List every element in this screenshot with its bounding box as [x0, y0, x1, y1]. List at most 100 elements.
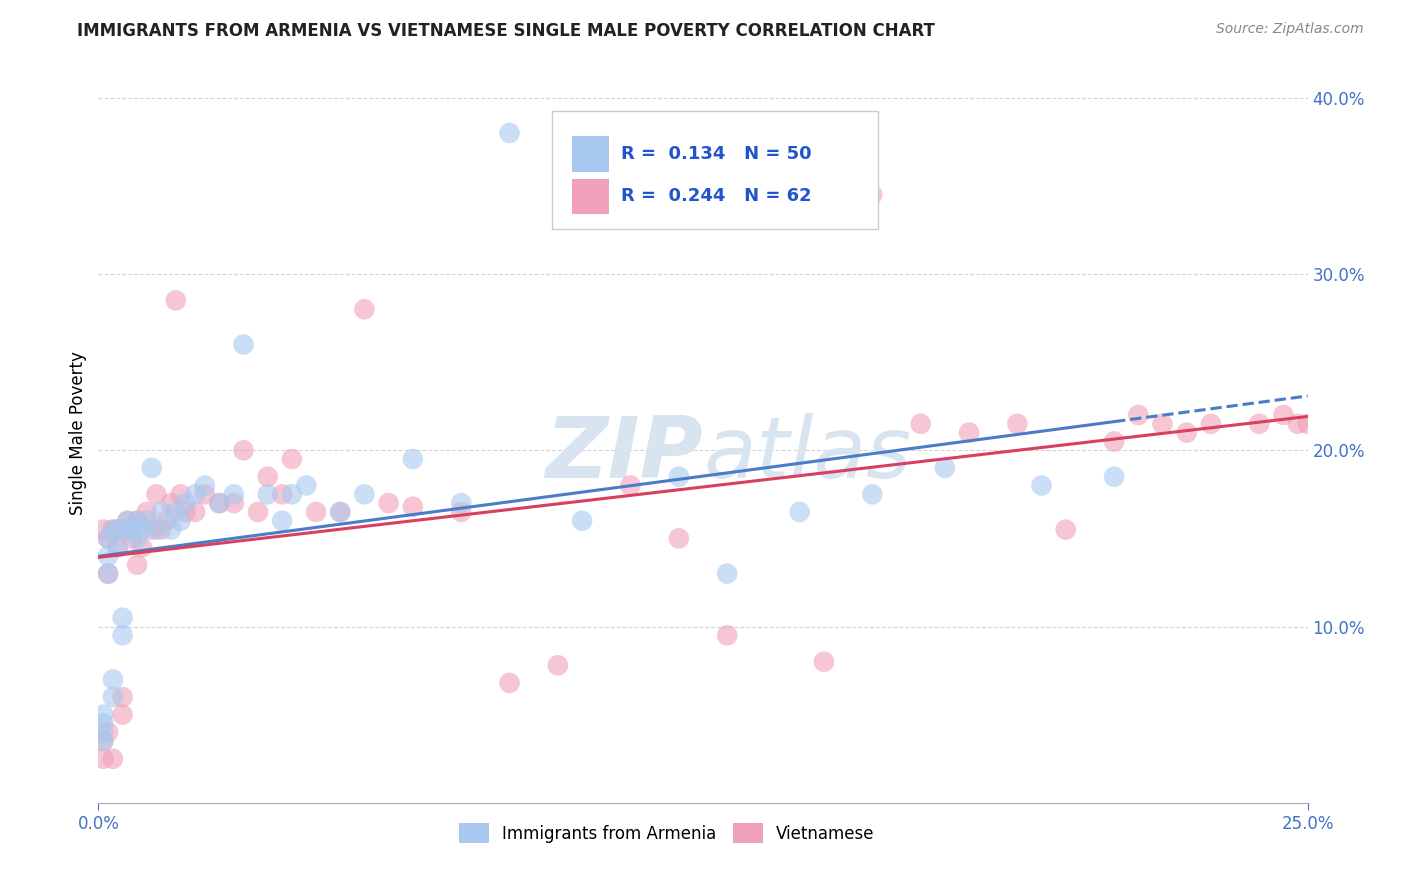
Point	[165, 293, 187, 308]
Point	[101, 673, 124, 687]
Point	[184, 487, 207, 501]
Point	[232, 337, 254, 351]
Point	[860, 487, 883, 501]
Point	[934, 461, 956, 475]
Point	[145, 487, 167, 501]
Point	[222, 487, 245, 501]
Point	[1296, 417, 1319, 431]
Point	[353, 487, 375, 501]
Point	[1054, 523, 1077, 537]
Point	[111, 628, 134, 642]
Point	[402, 452, 425, 467]
Point	[91, 523, 114, 537]
Point	[174, 505, 197, 519]
Point	[97, 566, 120, 581]
Legend: Immigrants from Armenia, Vietnamese: Immigrants from Armenia, Vietnamese	[451, 816, 882, 850]
Point	[135, 505, 157, 519]
Point	[208, 496, 231, 510]
Point	[117, 523, 139, 537]
Point	[135, 514, 157, 528]
Point	[450, 496, 472, 510]
Point	[91, 752, 114, 766]
Point	[716, 566, 738, 581]
Point	[619, 478, 641, 492]
Point	[281, 452, 304, 467]
Point	[91, 716, 114, 731]
Point	[111, 707, 134, 722]
Point	[165, 505, 187, 519]
Text: R =  0.134   N = 50: R = 0.134 N = 50	[621, 145, 811, 163]
Point	[111, 690, 134, 704]
Point	[547, 658, 569, 673]
Point	[668, 532, 690, 546]
Point	[910, 417, 932, 431]
Point	[194, 487, 217, 501]
Point	[174, 496, 197, 510]
Point	[789, 505, 811, 519]
Y-axis label: Single Male Poverty: Single Male Poverty	[69, 351, 87, 515]
Point	[117, 514, 139, 528]
Point	[131, 540, 153, 554]
Point	[1102, 469, 1125, 483]
Point	[256, 487, 278, 501]
Point	[1199, 417, 1222, 431]
Point	[716, 628, 738, 642]
Point	[131, 523, 153, 537]
Point	[1272, 408, 1295, 422]
Point	[97, 549, 120, 563]
Point	[247, 505, 270, 519]
Point	[271, 514, 294, 528]
Point	[117, 523, 139, 537]
Text: Source: ZipAtlas.com: Source: ZipAtlas.com	[1216, 22, 1364, 37]
Point	[97, 725, 120, 739]
Point	[450, 505, 472, 519]
Point	[97, 566, 120, 581]
Point	[1007, 417, 1029, 431]
Point	[141, 461, 163, 475]
Point	[232, 443, 254, 458]
Point	[1175, 425, 1198, 440]
Point	[353, 302, 375, 317]
Point	[498, 676, 520, 690]
Point	[145, 523, 167, 537]
Point	[271, 487, 294, 501]
Point	[97, 532, 120, 546]
Point	[281, 487, 304, 501]
Point	[141, 523, 163, 537]
Point	[813, 655, 835, 669]
Point	[169, 487, 191, 501]
Point	[1249, 417, 1271, 431]
Point	[169, 514, 191, 528]
Point	[107, 540, 129, 554]
Point	[295, 478, 318, 492]
Point	[91, 707, 114, 722]
FancyBboxPatch shape	[572, 178, 609, 214]
Point	[860, 187, 883, 202]
Text: IMMIGRANTS FROM ARMENIA VS VIETNAMESE SINGLE MALE POVERTY CORRELATION CHART: IMMIGRANTS FROM ARMENIA VS VIETNAMESE SI…	[77, 22, 935, 40]
Text: atlas: atlas	[703, 413, 911, 496]
Point	[222, 496, 245, 510]
Point	[101, 752, 124, 766]
Point	[91, 734, 114, 748]
Point	[127, 514, 149, 528]
Point	[121, 532, 143, 546]
Text: R =  0.244   N = 62: R = 0.244 N = 62	[621, 187, 811, 205]
Point	[160, 496, 183, 510]
Point	[111, 610, 134, 624]
Point	[1031, 478, 1053, 492]
Point	[377, 496, 399, 510]
Point	[127, 558, 149, 572]
Point	[127, 514, 149, 528]
Point	[498, 126, 520, 140]
Point	[305, 505, 328, 519]
FancyBboxPatch shape	[572, 136, 609, 172]
Point	[256, 469, 278, 483]
Point	[121, 523, 143, 537]
Point	[1128, 408, 1150, 422]
Point	[107, 523, 129, 537]
Point	[101, 690, 124, 704]
Point	[329, 505, 352, 519]
Point	[208, 496, 231, 510]
Point	[91, 734, 114, 748]
Point	[957, 425, 980, 440]
